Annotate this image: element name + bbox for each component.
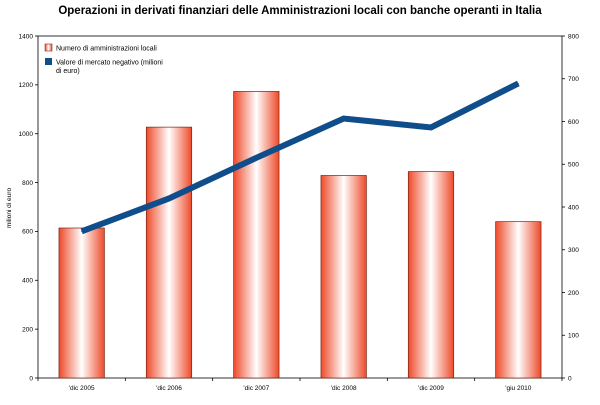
y-axis-left: 0 200 400 600 800 1000 1200 1400 [19,33,38,382]
y-right-tick-label: 700 [568,76,579,83]
legend-label-line: Valore di mercato negativo (milioni di e… [56,60,165,76]
bar-series [58,91,542,379]
line-path [80,80,520,235]
bar [233,91,280,379]
bar [320,175,367,379]
x-tick-label: 'dic 2005 [69,385,95,392]
line-series [80,80,520,235]
x-tick-label: 'dic 2009 [418,385,444,392]
legend-swatch-line [45,58,52,65]
y-right-tick-label: 0 [568,375,572,382]
y-right-tick-label: 300 [568,247,579,254]
y-right-tick-label: 600 [568,119,579,126]
y-left-tick-label: 200 [22,326,33,333]
bar [58,227,105,379]
y-left-tick-label: 0 [29,375,33,382]
y-right-tick-label: 200 [568,290,579,297]
x-tick-label: 'dic 2006 [156,385,182,392]
line-point [81,230,83,232]
y-axis-title: milioni di euro [6,188,13,228]
y-right-tick-label: 100 [568,333,579,340]
x-tick-label: 'giu 2010 [505,385,532,392]
x-tick-label: 'dic 2008 [331,385,357,392]
y-right-tick-label: 400 [568,204,579,211]
y-left-tick-label: 1200 [19,82,34,89]
line-point [517,82,519,84]
line-point [168,197,170,199]
legend: Numero di amministrazioni locali Valore … [44,43,165,76]
legend-label-line-part2: di euro) [56,68,80,75]
bar [495,221,542,379]
x-axis: 'dic 2005 'dic 2006 'dic 2007 'dic 2008 'dic… [37,378,563,392]
plot-frame [37,35,563,379]
y-left-tick-label: 600 [22,229,33,236]
plot-area [37,35,563,379]
line-point [343,118,345,120]
y-left-tick-label: 1400 [19,33,34,40]
line-point [255,157,257,159]
bar [145,126,193,379]
y-left-tick-label: 800 [22,180,33,187]
y-axis-right: 0 100 200 300 400 500 600 700 800 [562,33,579,382]
legend-label-bars: Numero di amministrazioni locali [56,46,157,53]
x-tick-label: 'dic 2007 [243,385,269,392]
y-right-tick-label: 500 [568,162,579,169]
y-right-tick-label: 800 [568,33,579,40]
legend-label-line-part1: Valore di mercato negativo (milioni [56,60,163,67]
chart-title: Operazioni in derivati finanziari delle … [58,5,542,17]
line-point [430,126,432,128]
y-left-tick-label: 1000 [19,131,34,138]
legend-swatch-bars [44,43,53,52]
y-left-tick-label: 400 [22,278,33,285]
bar [407,171,455,379]
